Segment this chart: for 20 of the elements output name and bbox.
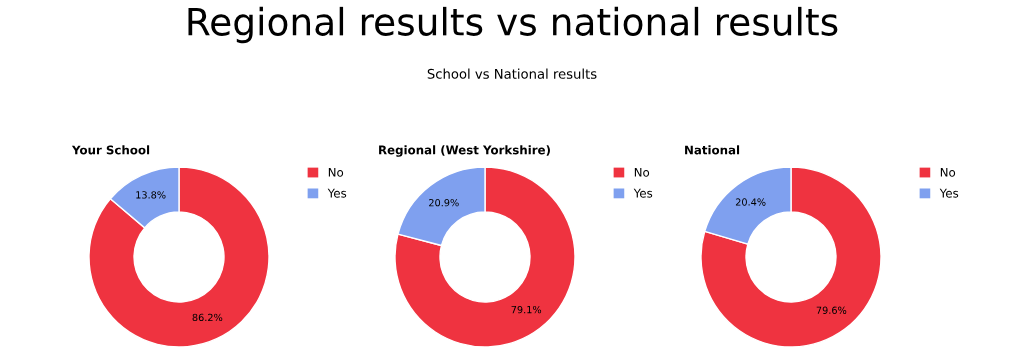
legend-label: No xyxy=(634,167,650,177)
chart-title: Regional (West Yorkshire) xyxy=(379,145,550,157)
data-label: 86.2% xyxy=(192,313,223,322)
legend-label: No xyxy=(940,167,956,177)
chart-title: National xyxy=(685,145,740,155)
donut-slice xyxy=(394,166,576,348)
text: Regional results vs national results xyxy=(188,6,838,44)
data-label: 79.6% xyxy=(816,306,847,314)
legend-label: Yes xyxy=(327,188,347,198)
legend-label: Yes xyxy=(633,188,653,198)
data-label: 79.1% xyxy=(511,305,542,314)
donut-slice xyxy=(88,166,270,348)
data-label: 20.9% xyxy=(429,199,459,207)
data-label: 20.4% xyxy=(735,198,766,206)
legend-label: No xyxy=(328,167,344,177)
data-label: 13.8% xyxy=(136,191,166,199)
donut-slice xyxy=(700,166,882,348)
chart-title: Your School xyxy=(71,145,150,155)
text: School vs National results xyxy=(427,68,597,79)
legend-label: Yes xyxy=(939,188,959,198)
